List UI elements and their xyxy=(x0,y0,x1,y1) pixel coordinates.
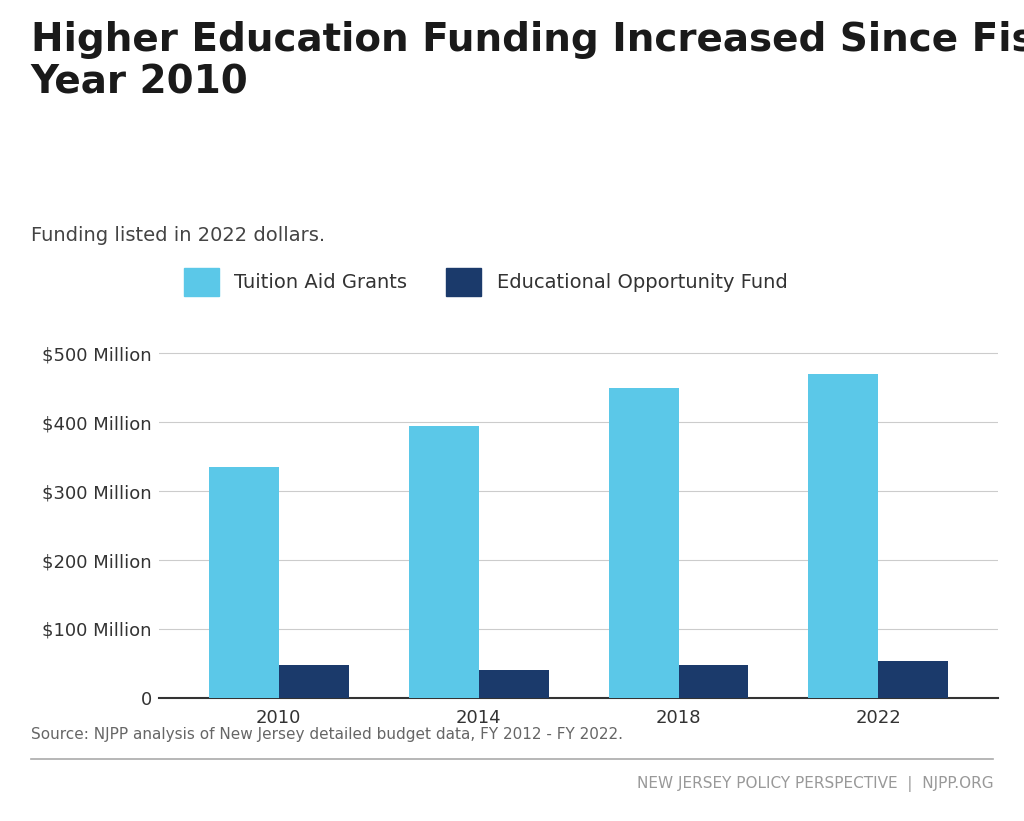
Bar xyxy=(608,388,679,698)
Text: NEW JERSEY POLICY PERSPECTIVE  |  NJPP.ORG: NEW JERSEY POLICY PERSPECTIVE | NJPP.ORG xyxy=(637,776,993,791)
Text: Higher Education Funding Increased Since Fiscal
Year 2010: Higher Education Funding Increased Since… xyxy=(31,21,1024,101)
Text: Funding listed in 2022 dollars.: Funding listed in 2022 dollars. xyxy=(31,226,325,245)
Bar xyxy=(409,425,478,698)
Bar xyxy=(809,374,879,698)
Bar xyxy=(279,665,348,698)
Legend: Tuition Aid Grants, Educational Opportunity Fund: Tuition Aid Grants, Educational Opportun… xyxy=(183,268,787,296)
Bar xyxy=(478,670,549,698)
Bar xyxy=(209,467,279,698)
Text: Source: NJPP analysis of New Jersey detailed budget data, FY 2012 - FY 2022.: Source: NJPP analysis of New Jersey deta… xyxy=(31,727,623,741)
Bar xyxy=(679,666,749,698)
Bar xyxy=(879,662,948,698)
